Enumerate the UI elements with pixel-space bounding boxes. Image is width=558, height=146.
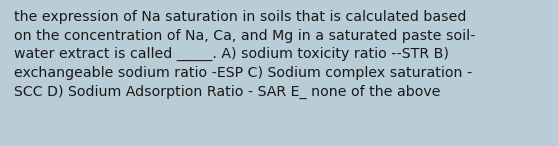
- Text: the expression of Na saturation in soils that is calculated based
on the concent: the expression of Na saturation in soils…: [14, 10, 475, 99]
